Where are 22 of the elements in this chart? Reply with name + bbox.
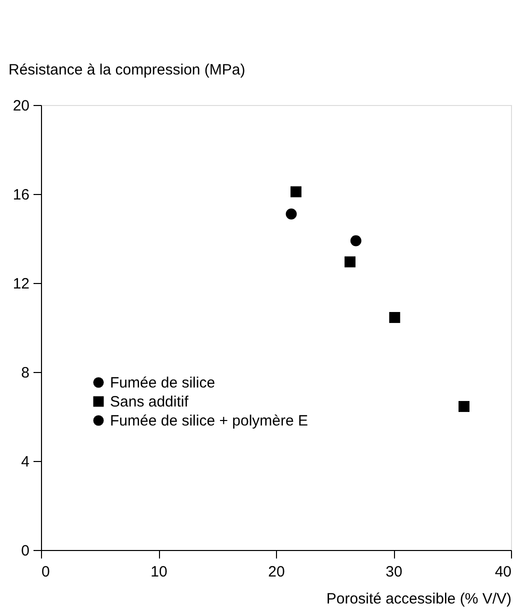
point — [286, 208, 297, 220]
point — [344, 256, 356, 268]
point — [290, 186, 302, 198]
y-tick-label: 4 — [21, 454, 30, 470]
legend-label: Fumée de silice — [110, 374, 216, 392]
x-tick-label: 20 — [268, 564, 285, 580]
legend-label: Sans additif — [110, 394, 190, 410]
y-tick-label: 12 — [12, 276, 30, 292]
x-tick-label: 10 — [150, 564, 168, 580]
point — [350, 235, 362, 246]
y-axis-title: Résistance à la compression (MPa) — [8, 62, 246, 78]
x-axis-title: Porosité accessible (% V/V) — [326, 590, 512, 608]
point — [389, 312, 400, 323]
x-tick-label: 40 — [494, 564, 512, 580]
y-tick-label: 16 — [12, 186, 30, 204]
x-tick-label: 0 — [42, 564, 50, 580]
legend-label: Fumée de silice + polymère E — [110, 412, 308, 430]
point — [458, 401, 470, 412]
y-tick-label: 0 — [21, 542, 30, 560]
y-tick-label: 20 — [12, 98, 30, 114]
y-tick-label: 8 — [21, 364, 30, 382]
x-tick-label: 30 — [386, 564, 402, 580]
